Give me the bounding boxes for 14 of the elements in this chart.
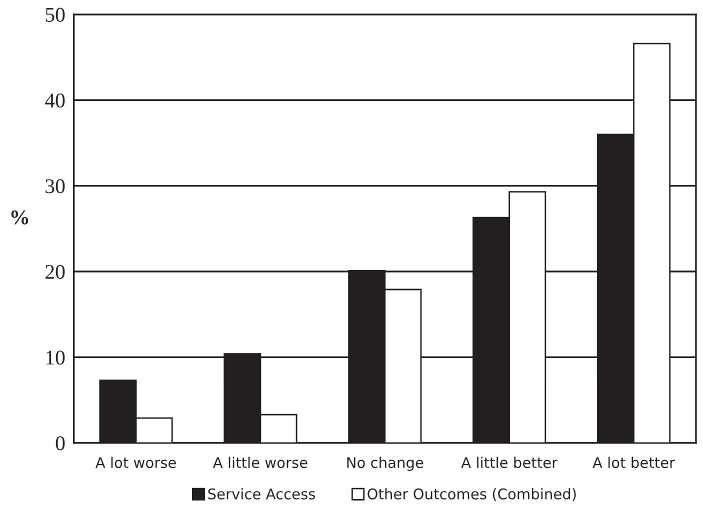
y-tick-label: 40 <box>45 93 65 108</box>
legend-label: Other Outcomes (Combined) <box>368 488 576 502</box>
x-tick-label: A lot worse <box>95 456 176 468</box>
y-tick-label: 20 <box>46 264 65 279</box>
y-axis-title: % <box>11 210 28 224</box>
x-tick-label: A lot better <box>592 456 676 468</box>
x-tick-label: A little better <box>461 456 558 468</box>
y-tick-label: 30 <box>46 179 65 194</box>
y-tick-label: 0 <box>56 436 65 450</box>
y-tick-label: 50 <box>46 8 65 22</box>
legend-label: Service Access <box>208 488 316 500</box>
x-tick-label: A little worse <box>212 456 308 468</box>
x-tick-label: No change <box>347 456 424 471</box>
y-tick-label: 10 <box>46 350 65 365</box>
